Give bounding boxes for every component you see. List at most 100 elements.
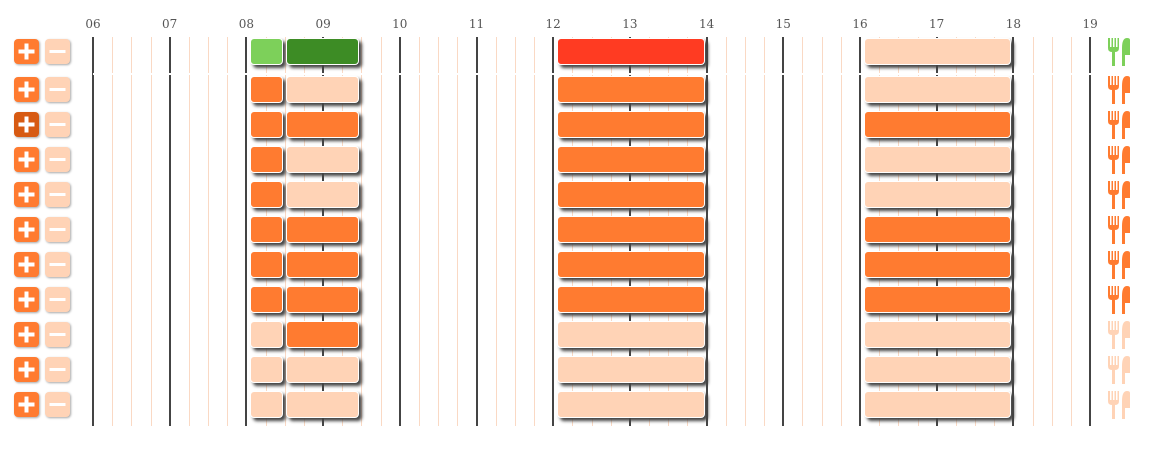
remove-button[interactable] xyxy=(45,392,70,417)
remove-button[interactable] xyxy=(45,182,70,207)
remove-button[interactable] xyxy=(45,147,70,172)
time-slot-empty[interactable] xyxy=(250,391,283,418)
hour-label: 14 xyxy=(698,17,715,31)
cutlery-icon[interactable] xyxy=(1105,390,1133,420)
time-slot-booked[interactable] xyxy=(557,76,705,103)
cutlery-icon[interactable] xyxy=(1105,250,1133,280)
schedule-row xyxy=(0,145,1164,175)
time-slot-empty[interactable] xyxy=(286,181,360,208)
quarter-gridline xyxy=(438,37,440,426)
time-slot-empty[interactable] xyxy=(250,356,283,383)
add-button[interactable] xyxy=(14,39,39,64)
time-slot-booked[interactable] xyxy=(863,111,1012,138)
quarter-gridline xyxy=(840,37,842,426)
remove-button[interactable] xyxy=(45,217,70,242)
remove-button[interactable] xyxy=(45,112,70,137)
schedule-row xyxy=(0,37,1164,67)
quarter-gridline xyxy=(802,37,804,426)
cutlery-icon[interactable] xyxy=(1105,355,1133,385)
remove-button[interactable] xyxy=(45,287,70,312)
time-slot-booked[interactable] xyxy=(557,251,705,278)
quarter-gridline xyxy=(457,37,459,426)
add-button[interactable] xyxy=(14,357,39,382)
time-slot-booked[interactable] xyxy=(286,286,360,313)
time-slot-empty[interactable] xyxy=(557,391,705,418)
add-button[interactable] xyxy=(14,112,39,137)
time-slot-booked[interactable] xyxy=(250,76,283,103)
time-slot-empty[interactable] xyxy=(863,391,1012,418)
remove-button[interactable] xyxy=(45,322,70,347)
hour-gridline xyxy=(705,37,708,426)
time-slot-empty[interactable] xyxy=(286,146,360,173)
time-slot-empty[interactable] xyxy=(863,181,1012,208)
quarter-gridline xyxy=(764,37,766,426)
time-slot-empty[interactable] xyxy=(250,321,283,348)
hour-label: 06 xyxy=(85,17,101,31)
time-slot-empty[interactable] xyxy=(286,356,360,383)
time-slot-empty[interactable] xyxy=(863,321,1012,348)
add-button[interactable] xyxy=(14,392,39,417)
time-slot-booked[interactable] xyxy=(557,286,705,313)
add-button[interactable] xyxy=(14,322,39,347)
time-slot-booked[interactable] xyxy=(286,251,360,278)
cutlery-icon[interactable] xyxy=(1105,37,1133,67)
add-button[interactable] xyxy=(14,217,39,242)
time-slot-empty[interactable] xyxy=(863,38,1012,65)
quarter-gridline xyxy=(284,37,286,426)
remove-button[interactable] xyxy=(45,77,70,102)
add-button[interactable] xyxy=(14,252,39,277)
add-button[interactable] xyxy=(14,147,39,172)
time-slot-booked[interactable] xyxy=(250,146,283,173)
time-slot-booked[interactable] xyxy=(286,111,360,138)
time-slot-booked[interactable] xyxy=(863,286,1012,313)
time-slot-booked[interactable] xyxy=(250,216,283,243)
cutlery-icon[interactable] xyxy=(1105,215,1133,245)
quarter-gridline xyxy=(380,37,382,426)
time-slot-booked[interactable] xyxy=(286,216,360,243)
time-slot-empty[interactable] xyxy=(863,76,1012,103)
cutlery-icon[interactable] xyxy=(1105,145,1133,175)
time-slot-booked[interactable] xyxy=(250,181,283,208)
schedule-row xyxy=(0,390,1164,420)
hour-label: 07 xyxy=(162,17,178,31)
time-slot-empty[interactable] xyxy=(557,356,705,383)
remove-button[interactable] xyxy=(45,357,70,382)
time-slot-booked[interactable] xyxy=(557,146,705,173)
time-slot-empty[interactable] xyxy=(286,76,360,103)
cutlery-icon[interactable] xyxy=(1105,180,1133,210)
add-button[interactable] xyxy=(14,77,39,102)
add-button[interactable] xyxy=(14,182,39,207)
time-slot-empty[interactable] xyxy=(557,321,705,348)
add-button[interactable] xyxy=(14,287,39,312)
time-slot-booked[interactable] xyxy=(250,111,283,138)
hour-gridline xyxy=(1012,37,1015,426)
cutlery-icon[interactable] xyxy=(1105,110,1133,140)
quarter-gridline xyxy=(534,37,536,426)
time-slot-booked[interactable] xyxy=(286,321,360,348)
cutlery-icon[interactable] xyxy=(1105,75,1133,105)
time-slot-empty[interactable] xyxy=(863,146,1012,173)
time-slot-alert[interactable] xyxy=(557,38,705,65)
time-slot-booked[interactable] xyxy=(250,286,283,313)
time-slot-booked[interactable] xyxy=(250,251,283,278)
time-slot-booked[interactable] xyxy=(557,111,705,138)
time-slot-booked[interactable] xyxy=(863,251,1012,278)
schedule-row xyxy=(0,355,1164,385)
hour-gridline xyxy=(552,37,555,426)
quarter-gridline xyxy=(188,37,190,426)
time-slot-booked[interactable] xyxy=(557,181,705,208)
time-slot-selected-dark[interactable] xyxy=(286,38,360,65)
remove-button[interactable] xyxy=(45,39,70,64)
schedule-row xyxy=(0,180,1164,210)
time-slot-selected-light[interactable] xyxy=(250,38,283,65)
quarter-gridline xyxy=(1032,37,1034,426)
time-slot-booked[interactable] xyxy=(557,216,705,243)
cutlery-icon[interactable] xyxy=(1105,320,1133,350)
schedule-row xyxy=(0,75,1164,105)
remove-button[interactable] xyxy=(45,252,70,277)
time-slot-booked[interactable] xyxy=(863,216,1012,243)
time-slot-empty[interactable] xyxy=(286,391,360,418)
cutlery-icon[interactable] xyxy=(1105,285,1133,315)
hour-gridline xyxy=(859,37,861,426)
time-slot-empty[interactable] xyxy=(863,356,1012,383)
